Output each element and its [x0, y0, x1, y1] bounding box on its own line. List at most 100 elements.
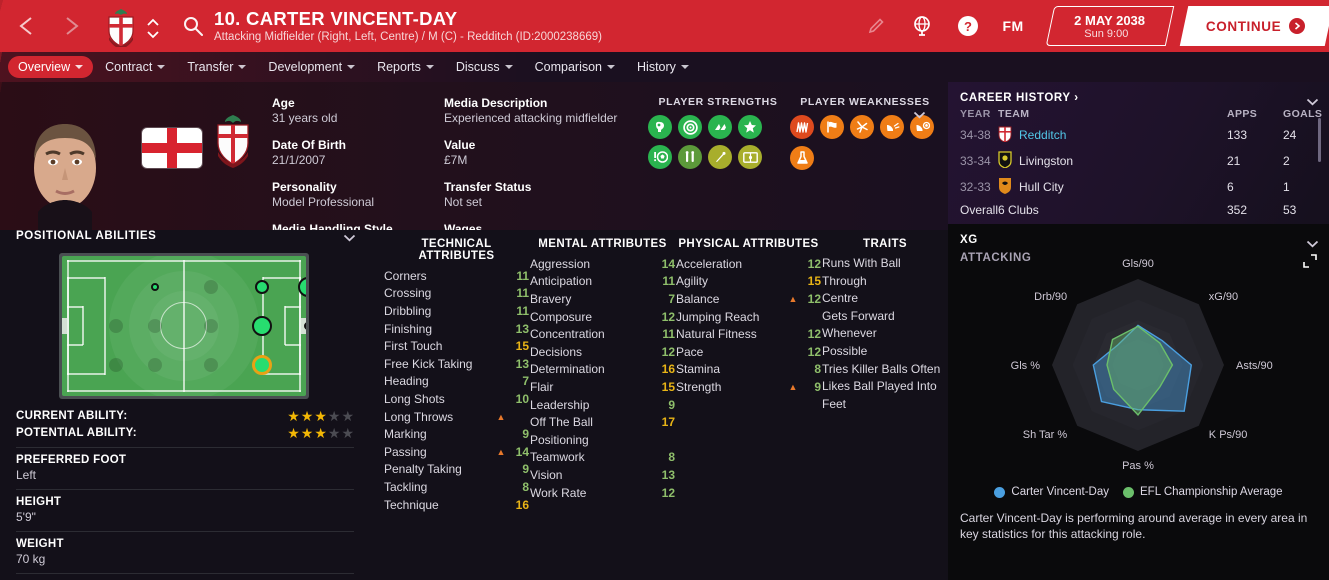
chevron-down-icon[interactable] [1306, 237, 1319, 248]
forward-arrow-icon[interactable] [58, 13, 84, 39]
table-row[interactable]: 34-38 Redditch 133 24 [948, 122, 1329, 148]
search-icon[interactable] [182, 15, 204, 37]
weaknesses-chevron-down-icon[interactable] [913, 108, 926, 122]
attribute-value: 11 [516, 286, 529, 301]
boot-kick-icon[interactable] [880, 115, 904, 139]
game-date: 2 MAY 2038 [1073, 12, 1145, 28]
position-dot[interactable] [108, 319, 123, 333]
position-pitch[interactable] [59, 253, 309, 399]
game-date-button[interactable]: 2 MAY 2038 Sun 9:00 [1045, 6, 1174, 46]
shatter-icon[interactable] [850, 115, 874, 139]
team-name[interactable]: Redditch [1019, 128, 1067, 142]
attribute-value: 12 [661, 344, 675, 359]
attribute-row: Tackling 8 [384, 478, 529, 496]
player-stepper[interactable] [146, 16, 160, 38]
technical-attributes-title: TECHNICAL ATTRIBUTES [418, 238, 495, 262]
heartbeat-icon[interactable] [790, 115, 814, 139]
tools-icon[interactable] [678, 145, 702, 169]
attribute-name: Jumping Reach [676, 309, 760, 324]
game-time: Sun 9:00 [1084, 27, 1129, 40]
tab-label: Overview [18, 60, 71, 74]
needle-icon[interactable] [708, 145, 732, 169]
legend-item-player: Carter Vincent-Day [994, 486, 1109, 498]
position-dot[interactable] [203, 279, 218, 294]
attribute-name: Off The Ball [530, 415, 593, 430]
star-icon: ★ [327, 425, 341, 441]
position-dot[interactable] [252, 355, 273, 376]
field-key: Date Of Birth [272, 138, 347, 152]
position-dot[interactable] [255, 279, 270, 294]
brain-icon[interactable] [648, 115, 672, 139]
table-row[interactable]: 32-33 Hull City 6 1 [948, 174, 1329, 200]
chevron-down-icon [680, 65, 689, 69]
help-icon[interactable]: ? [956, 14, 980, 38]
livingston-crest-icon [998, 151, 1012, 171]
chevron-down-icon[interactable] [1306, 95, 1319, 106]
physical-attributes-title: PHYSICAL ATTRIBUTES [678, 238, 819, 250]
star-icon: ★ [300, 408, 314, 424]
next-player-icon[interactable] [146, 28, 160, 38]
career-history-content: CAREER HISTORY › YEAR TEAM APPS GOALS [948, 82, 1329, 220]
flag-icon[interactable] [820, 115, 844, 139]
field-value: 5'9" [16, 510, 36, 524]
tab-history[interactable]: History [627, 56, 699, 78]
cell-apps: 6 [1227, 180, 1234, 194]
position-dot[interactable] [203, 358, 218, 373]
club-badge-icon[interactable] [104, 7, 138, 49]
boot-ball-icon[interactable] [910, 115, 934, 139]
attribute-row: Long Throws ▲ [384, 408, 529, 426]
tab-transfer[interactable]: Transfer [177, 56, 256, 78]
trait-line: Gets Forward Whenever [822, 308, 895, 341]
position-dot[interactable] [304, 322, 306, 330]
attribute-value: 9 [814, 379, 821, 394]
expand-icon[interactable] [1303, 254, 1317, 271]
cell-apps: 133 [1227, 128, 1248, 142]
star-icon: ★ [300, 425, 314, 441]
position-dot[interactable] [252, 316, 273, 336]
attribute-name: Agility [676, 274, 709, 289]
edit-pencil-icon[interactable] [864, 14, 888, 38]
cell-year: 32-33 [960, 180, 991, 194]
column-header-apps: APPS [1227, 108, 1258, 120]
tab-reports[interactable]: Reports [367, 56, 444, 78]
previous-player-icon[interactable] [146, 16, 160, 26]
position-dot[interactable] [147, 319, 162, 333]
cell-team[interactable]: Livingston [998, 148, 1227, 174]
target-icon[interactable] [678, 115, 702, 139]
cell-team[interactable]: Redditch [998, 122, 1227, 148]
ball-alert-icon[interactable] [648, 145, 672, 169]
tab-contract[interactable]: Contract [95, 56, 175, 78]
star-icon[interactable] [738, 115, 762, 139]
position-dot[interactable] [150, 282, 159, 291]
cell-year: 33-34 [960, 154, 991, 168]
tab-discuss[interactable]: Discuss [446, 56, 523, 78]
career-scrollbar[interactable] [1318, 118, 1321, 162]
attribute-value: 8 [814, 362, 821, 377]
position-dot[interactable] [108, 358, 123, 373]
navigation-arrows [0, 13, 84, 39]
attribute-value: 14 [661, 256, 675, 271]
back-arrow-icon[interactable] [14, 13, 40, 39]
table-row[interactable]: 33-34 Livingston 21 2 [948, 148, 1329, 174]
pitch-icon[interactable] [738, 145, 762, 169]
cell-team[interactable]: Hull City [998, 174, 1227, 200]
page-title: 10. CARTER VINCENT-DAY [214, 8, 458, 29]
tab-comparison[interactable]: Comparison [525, 56, 625, 78]
traits-column: TRAITS Runs With Ball Through Centre Gets … [822, 238, 948, 413]
position-dot[interactable] [203, 319, 218, 333]
star-icon: ★ [327, 408, 341, 424]
continue-button[interactable]: CONTINUE [1179, 6, 1329, 46]
tab-overview[interactable]: Overview [8, 56, 94, 78]
tab-development[interactable]: Development [258, 56, 365, 78]
chevron-down-icon [75, 65, 84, 69]
flask-icon[interactable] [790, 146, 814, 170]
position-dot[interactable] [147, 358, 162, 373]
career-history-title[interactable]: CAREER HISTORY › [960, 92, 1079, 104]
chevron-down-icon[interactable] [343, 233, 356, 242]
speed-icon[interactable] [708, 115, 732, 139]
attribute-trend-arrow-icon: ▲ [788, 293, 798, 304]
attribute-value: 11 [662, 327, 675, 342]
tab-label: Transfer [187, 60, 234, 74]
globe-icon[interactable] [910, 14, 934, 38]
attribute-value: 9 [522, 462, 529, 477]
